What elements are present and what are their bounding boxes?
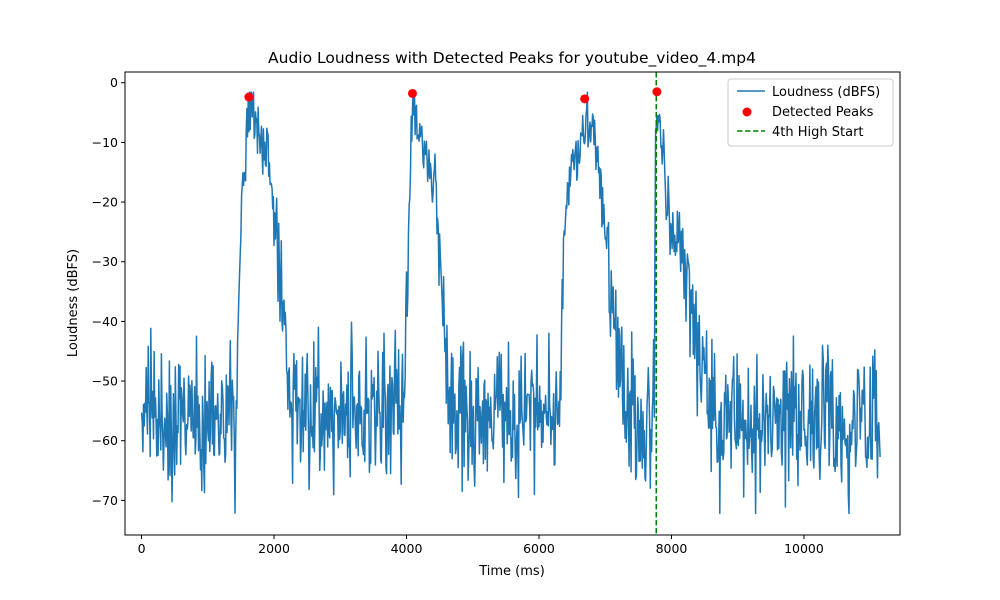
y-tick-label: 0 [110, 75, 118, 90]
x-tick-label: 4000 [391, 541, 423, 556]
legend-label-high-start: 4th High Start [772, 125, 864, 140]
plot-data-area [140, 72, 881, 535]
peak-point [407, 88, 417, 98]
loudness-series-line [140, 91, 881, 515]
x-tick-label: 0 [138, 541, 146, 556]
peak-point [652, 87, 662, 97]
y-tick-label: −20 [92, 195, 118, 210]
x-tick-label: 10000 [784, 541, 824, 556]
peak-point [244, 92, 254, 102]
y-tick-label: −10 [92, 135, 118, 150]
y-tick-label: −70 [92, 493, 118, 508]
x-axis-label: Time (ms) [478, 564, 545, 579]
legend-label-peaks: Detected Peaks [772, 105, 874, 120]
x-tick-label: 8000 [656, 541, 688, 556]
legend-box [727, 78, 894, 147]
y-axis-label: Loudness (dBFS) [66, 249, 81, 357]
y-tick-label: −60 [92, 433, 118, 448]
x-axis: 0 2000 4000 6000 8000 10000 [138, 535, 824, 556]
x-tick-label: 6000 [523, 541, 555, 556]
chart-title: Audio Loudness with Detected Peaks for y… [268, 49, 756, 68]
legend-swatch-peaks [742, 107, 752, 117]
peak-point [580, 94, 590, 104]
x-tick-label: 2000 [258, 541, 290, 556]
legend: Loudness (dBFS) Detected Peaks 4th High … [727, 78, 894, 147]
legend-label-loudness: Loudness (dBFS) [772, 85, 880, 100]
y-tick-label: −50 [92, 374, 118, 389]
y-tick-label: −30 [92, 254, 118, 269]
y-tick-label: −40 [92, 314, 118, 329]
y-axis: 0 −10 −20 −30 −40 −50 −60 −70 [92, 75, 125, 508]
plot-frame [124, 71, 901, 536]
